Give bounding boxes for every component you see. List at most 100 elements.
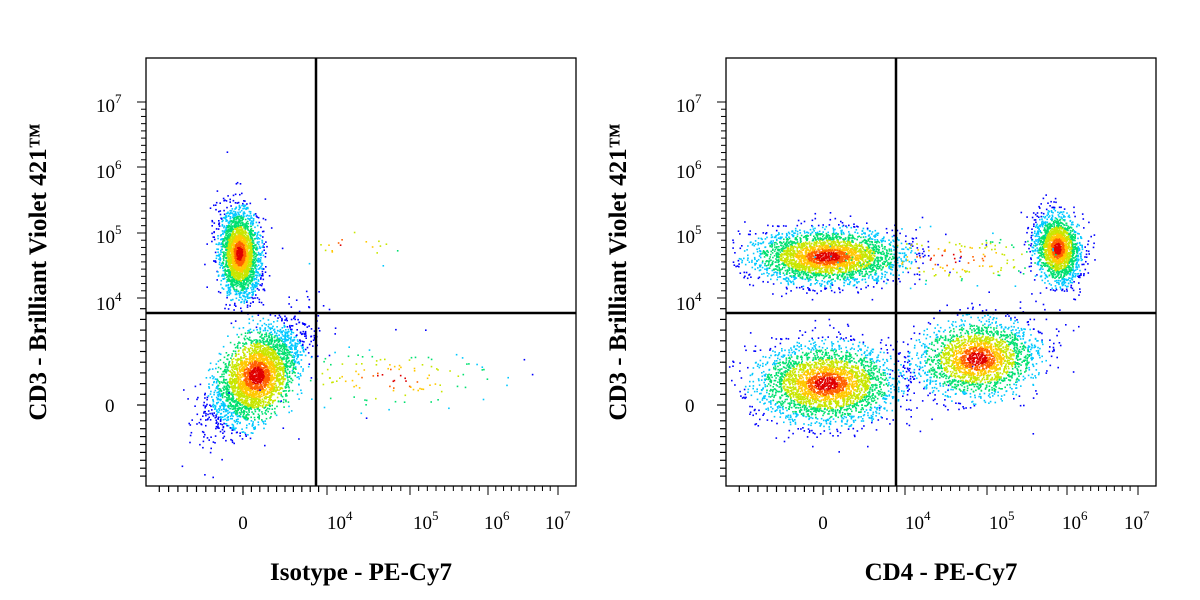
event-dot	[287, 356, 290, 359]
event-dot	[240, 282, 242, 284]
event-dot	[221, 416, 224, 418]
event-dot	[209, 207, 212, 209]
event-dot	[217, 237, 219, 240]
event-dot	[235, 427, 237, 429]
event-dot	[235, 285, 238, 288]
event-dot	[264, 336, 266, 338]
event-dot	[233, 272, 236, 275]
event-dot	[248, 264, 251, 266]
event-dot	[231, 408, 234, 410]
event-dot	[251, 273, 253, 276]
event-dot	[234, 211, 237, 213]
event-dot	[224, 199, 226, 201]
event-dot	[288, 370, 291, 373]
event-dot	[250, 220, 253, 222]
event-dot	[294, 367, 297, 369]
event-dot	[251, 241, 253, 244]
event-dot	[241, 292, 243, 294]
event-dot	[189, 441, 191, 444]
event-dot	[227, 406, 230, 408]
event-dot	[259, 358, 261, 360]
event-dot	[256, 285, 258, 288]
event-dot	[220, 402, 223, 405]
event-dot	[264, 383, 266, 385]
event-dot	[225, 249, 227, 251]
event-dot	[250, 255, 252, 258]
event-dot	[231, 234, 233, 236]
event-dot	[229, 259, 231, 262]
event-dot	[284, 393, 287, 396]
event-dot	[245, 347, 247, 349]
event-dot	[200, 423, 203, 426]
event-dot	[234, 405, 236, 408]
event-dot	[219, 235, 222, 237]
event-dot	[244, 264, 246, 267]
event-dot	[238, 366, 241, 368]
event-dot	[227, 244, 230, 246]
event-dot	[262, 268, 265, 270]
event-dot	[247, 207, 249, 210]
event-dot	[240, 217, 243, 220]
event-dot	[234, 386, 237, 388]
event-dot	[234, 283, 237, 286]
event-dot	[249, 271, 252, 273]
event-dot	[239, 244, 242, 246]
event-dot	[248, 254, 250, 256]
event-dot	[228, 361, 230, 364]
event-dot	[241, 406, 243, 409]
event-dot	[280, 382, 283, 385]
event-dot	[225, 414, 228, 416]
event-dot	[229, 209, 231, 212]
event-dot	[245, 296, 247, 298]
event-dot	[264, 420, 266, 422]
event-dot	[206, 398, 208, 401]
event-dot	[291, 379, 294, 382]
event-dot	[254, 281, 257, 284]
event-dot	[299, 351, 302, 353]
event-dot	[245, 414, 247, 417]
event-dot	[245, 244, 247, 247]
event-dot	[248, 407, 251, 410]
event-dot	[256, 224, 259, 227]
event-dot	[235, 279, 238, 282]
event-dot	[229, 286, 232, 288]
event-dot	[231, 256, 234, 258]
event-dot	[237, 274, 240, 276]
event-dot	[231, 281, 233, 283]
event-dot	[235, 420, 238, 422]
event-dot	[238, 327, 241, 330]
event-dot	[230, 235, 233, 237]
event-dot	[288, 337, 291, 339]
event-dot	[225, 243, 228, 246]
event-dot	[242, 223, 245, 226]
event-dot	[258, 301, 261, 303]
event-dot	[228, 294, 230, 296]
event-dot	[246, 281, 249, 283]
event-dot	[253, 213, 256, 216]
event-dot	[219, 202, 221, 204]
event-dot	[250, 408, 253, 410]
event-dot	[276, 326, 278, 328]
event-dot	[250, 248, 253, 250]
event-dot	[209, 368, 211, 371]
event-dot	[240, 409, 242, 412]
event-dot	[234, 269, 236, 271]
event-dot	[247, 408, 249, 410]
event-dot	[245, 278, 248, 280]
event-dot	[252, 290, 255, 293]
event-dot	[224, 414, 227, 417]
event-dot	[223, 266, 225, 268]
event-dot	[282, 427, 285, 429]
event-dot	[246, 234, 248, 237]
event-dot	[245, 248, 247, 250]
event-dot	[236, 405, 239, 407]
event-dot	[231, 248, 234, 251]
event-dot	[225, 237, 228, 240]
event-dot	[252, 288, 255, 291]
event-dot	[223, 430, 226, 433]
event-dot	[233, 442, 235, 445]
event-dot	[249, 389, 251, 391]
event-dot	[289, 365, 292, 367]
event-dot	[250, 254, 252, 256]
event-dot	[261, 420, 264, 423]
